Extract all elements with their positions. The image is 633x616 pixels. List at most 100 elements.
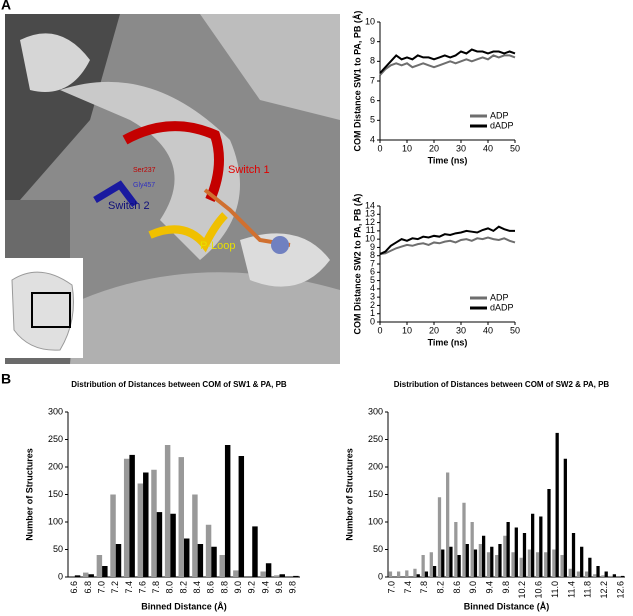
y-tick-label: 5	[370, 275, 375, 285]
x-axis-label: Time (ns)	[428, 155, 468, 165]
bar	[429, 552, 433, 577]
bar	[555, 432, 559, 577]
bar	[593, 574, 597, 577]
x-tick-label: 8.6	[206, 581, 216, 594]
x-tick-label: 20	[429, 143, 439, 153]
bar	[170, 513, 176, 577]
structure-label: P-Loop	[200, 240, 235, 252]
data-line	[379, 236, 516, 256]
bar	[560, 555, 564, 577]
bar	[506, 522, 510, 577]
bar	[437, 497, 442, 577]
bar	[115, 544, 122, 577]
bar	[527, 549, 532, 577]
y-tick-label: 300	[48, 406, 63, 416]
x-tick-label: 0	[377, 143, 382, 153]
bar	[547, 489, 551, 577]
bar	[449, 546, 453, 577]
x-tick-label: 9.0	[233, 581, 243, 594]
x-axis-label: Time (ns)	[428, 337, 468, 347]
y-tick-label: 6	[370, 95, 375, 105]
y-tick-label: 10	[365, 234, 375, 244]
x-tick-label: 11.0	[550, 581, 560, 598]
bar	[514, 527, 518, 577]
bar	[238, 456, 245, 577]
bar	[576, 571, 581, 577]
bar	[96, 555, 103, 577]
bar	[233, 570, 239, 577]
y-tick-label: 12	[365, 217, 375, 227]
bar	[495, 555, 499, 577]
bar	[544, 552, 548, 577]
x-tick-label: 8.4	[192, 581, 202, 594]
bar	[102, 566, 108, 577]
x-tick-label: 9.6	[274, 581, 284, 594]
bar	[110, 494, 116, 577]
bar	[178, 457, 184, 577]
x-tick-label: 8.2	[435, 581, 445, 594]
bar	[219, 555, 225, 577]
bar	[584, 571, 589, 577]
bar	[478, 544, 482, 577]
bar	[205, 524, 212, 577]
bar	[580, 546, 584, 577]
structure-label: Gly457	[133, 182, 155, 189]
y-tick-label: 250	[48, 434, 63, 444]
bar	[568, 568, 572, 577]
bar	[454, 522, 458, 577]
y-tick-label: 3	[370, 292, 375, 302]
x-tick-label: 7.4	[403, 581, 413, 594]
y-tick-label: 14	[365, 200, 375, 210]
bar	[481, 535, 486, 577]
bar	[184, 538, 190, 577]
x-tick-label: 9.0	[468, 581, 478, 594]
x-tick-label: 9.4	[485, 581, 495, 594]
x-tick-label: 11.8	[583, 581, 593, 598]
bar	[432, 566, 437, 577]
x-tick-label: 8.6	[452, 581, 462, 594]
y-tick-label: 7	[370, 258, 375, 268]
y-tick-label: 100	[368, 516, 383, 526]
bar	[405, 570, 409, 577]
y-tick-label: 9	[370, 36, 375, 46]
legend-label: dADP	[490, 302, 514, 312]
x-tick-label: 7.6	[137, 581, 147, 594]
y-tick-label: 300	[368, 406, 383, 416]
bar	[588, 557, 592, 577]
bar	[539, 516, 543, 577]
y-tick-label: 11	[366, 225, 375, 235]
legend-label: dADP	[490, 120, 514, 130]
bar	[552, 549, 556, 577]
x-tick-label: 7.0	[386, 581, 396, 594]
x-tick-label: 0	[377, 325, 382, 335]
bar	[156, 512, 163, 577]
chart-title: Distribution of Distances between COM of…	[71, 380, 287, 389]
data-line	[379, 54, 516, 76]
x-axis-label: Binned Distance (Å)	[141, 601, 227, 611]
y-tick-label: 4	[370, 283, 375, 293]
bar	[441, 549, 445, 577]
y-tick-label: 9	[370, 242, 375, 252]
data-line	[379, 48, 516, 74]
bar	[462, 502, 466, 577]
bar	[511, 552, 515, 577]
bar	[293, 575, 299, 577]
x-tick-label: 6.6	[69, 581, 79, 594]
x-tick-label: 6.8	[83, 581, 93, 594]
y-tick-label: 1	[370, 308, 375, 318]
bar	[424, 571, 429, 577]
bar	[531, 513, 535, 577]
bar	[123, 458, 130, 577]
bar	[143, 472, 149, 577]
structure-label: Ser237	[133, 167, 156, 174]
bar	[279, 574, 285, 577]
x-tick-label: 8.8	[219, 581, 229, 594]
x-tick-label: 20	[429, 325, 439, 335]
bar	[151, 469, 157, 577]
y-tick-label: 50	[373, 544, 383, 554]
x-tick-label: 10.6	[534, 581, 544, 599]
y-tick-label: 13	[365, 209, 375, 219]
y-tick-label: 0	[370, 316, 375, 326]
y-tick-label: 50	[53, 544, 63, 554]
x-axis-label: Binned Distance (Å)	[464, 601, 550, 611]
